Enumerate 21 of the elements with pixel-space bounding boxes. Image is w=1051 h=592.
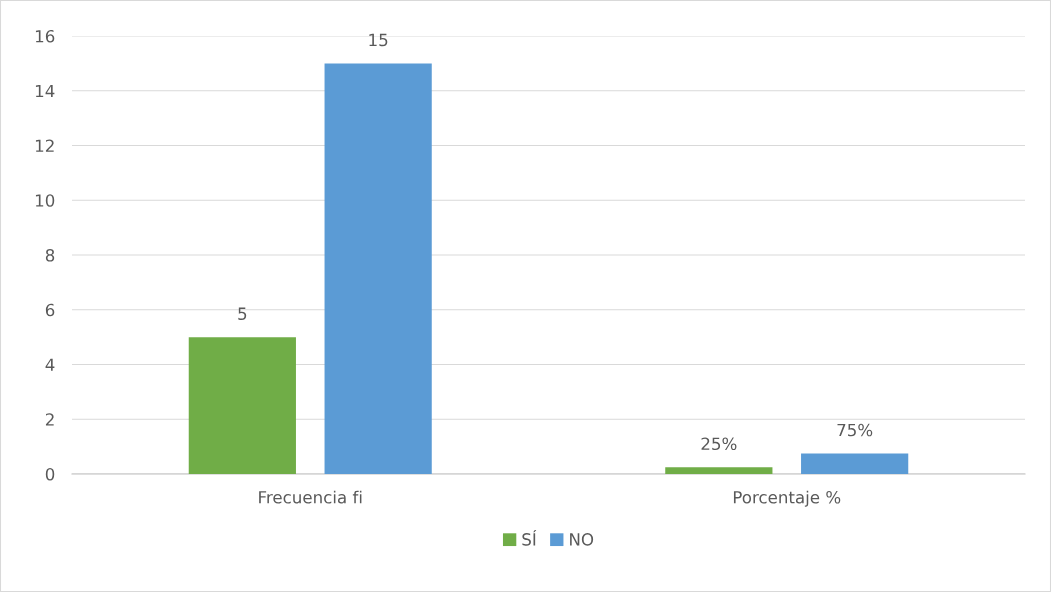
x-tick-label: Frecuencia fi <box>259 490 362 504</box>
y-tick-label: 2 <box>45 413 54 426</box>
data-label: 5 <box>238 307 247 321</box>
y-tick-label: 6 <box>45 303 55 317</box>
bar <box>324 63 432 474</box>
bar <box>665 467 773 474</box>
y-tick-label: 16 <box>35 29 55 43</box>
data-label: 15 <box>369 33 388 47</box>
data-label: 25% <box>701 437 737 451</box>
bar <box>188 337 296 474</box>
x-tick-label: Porcentaje % <box>733 490 841 507</box>
y-tick-label: 4 <box>45 358 55 371</box>
bar <box>801 453 909 474</box>
y-tick-label: 0 <box>45 467 55 481</box>
y-tick-label: 12 <box>35 139 54 152</box>
legend-label: NO <box>570 533 594 546</box>
y-tick-label: 14 <box>35 84 55 98</box>
y-tick-label: 8 <box>45 248 55 262</box>
data-label: 75% <box>837 423 873 437</box>
legend-label: SÍ <box>522 530 537 546</box>
y-tick-label: 10 <box>35 194 55 207</box>
